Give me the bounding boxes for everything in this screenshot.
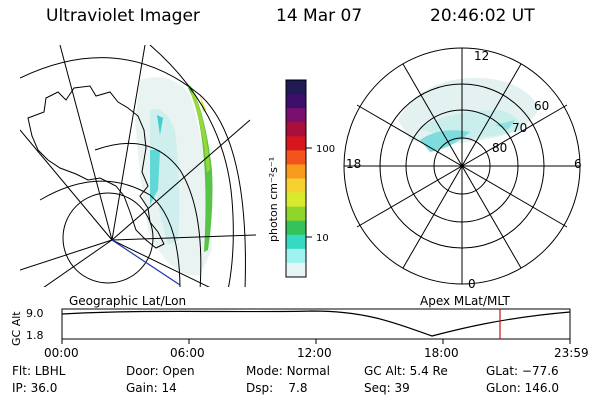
instrument-title: Ultraviolet Imager	[46, 6, 200, 26]
status-filter: Flt: LBHL	[12, 364, 66, 378]
colorbar-band	[286, 122, 306, 137]
altitude-xtick-12: 12:00	[297, 346, 332, 360]
colorbar-band	[286, 108, 306, 123]
colorbar-band	[286, 136, 306, 151]
altitude-xtick-18: 18:00	[424, 346, 459, 360]
altitude-plot: GC Alt 9.0 1.8	[10, 307, 571, 346]
observation-date: 14 Mar 07	[276, 6, 363, 26]
status-seq: Seq: 39	[364, 381, 410, 395]
mlat-label-70: 70	[512, 121, 527, 135]
geographic-panel-label: Geographic Lat/Lon	[69, 294, 187, 308]
status-glon: GLon: 146.0	[486, 381, 559, 395]
status-mode: Mode: Normal	[246, 364, 330, 378]
colorbar-band	[286, 220, 306, 236]
altitude-xtick-00: 00:00	[44, 346, 79, 360]
status-door: Door: Open	[126, 364, 195, 378]
colorbar-unit-label: photon cm⁻²s⁻¹	[267, 157, 280, 242]
colorbar-band	[286, 262, 306, 278]
colorbar-band	[286, 150, 306, 165]
status-dsp: Dsp: 7.8	[246, 381, 308, 395]
colorbar-tick-high: 100	[316, 144, 335, 155]
mlat-label-80: 80	[492, 141, 507, 155]
colorbar-band	[286, 206, 306, 222]
colorbar-band	[286, 234, 306, 250]
apex-panel-label: Apex MLat/MLT	[420, 294, 510, 308]
altitude-xtick-end: 23:59	[554, 346, 589, 360]
status-gc-alt: GC Alt: 5.4 Re	[364, 364, 448, 378]
mlt-label-noon: 12	[474, 49, 489, 63]
altitude-axis-label: GC Alt	[10, 311, 23, 346]
geographic-map	[20, 45, 256, 287]
mlt-label-midnight: 0	[468, 277, 476, 291]
colorbar-band	[286, 164, 306, 179]
status-gain: Gain: 14	[126, 381, 177, 395]
altitude-ytick-low: 1.8	[26, 329, 44, 342]
colorbar-tick-low: 10	[316, 233, 329, 244]
color-scale	[286, 80, 306, 278]
status-glat: GLat: −77.6	[486, 364, 559, 378]
mlt-label-dawn: 6	[574, 157, 582, 171]
colorbar-band	[286, 80, 306, 95]
colorbar-band	[286, 192, 306, 208]
mlat-label-60: 60	[534, 99, 549, 113]
status-ip: IP: 36.0	[12, 381, 58, 395]
altitude-ytick-high: 9.0	[26, 307, 44, 320]
colorbar-band	[286, 248, 306, 264]
colorbar-band	[286, 178, 306, 194]
observation-time: 20:46:02 UT	[430, 6, 535, 26]
colorbar-band	[286, 94, 306, 109]
altitude-xtick-06: 06:00	[170, 346, 205, 360]
mlt-label-dusk: 18	[346, 157, 361, 171]
polar-mlt-plot: 12 18 6 0 60 70 80	[343, 47, 582, 291]
